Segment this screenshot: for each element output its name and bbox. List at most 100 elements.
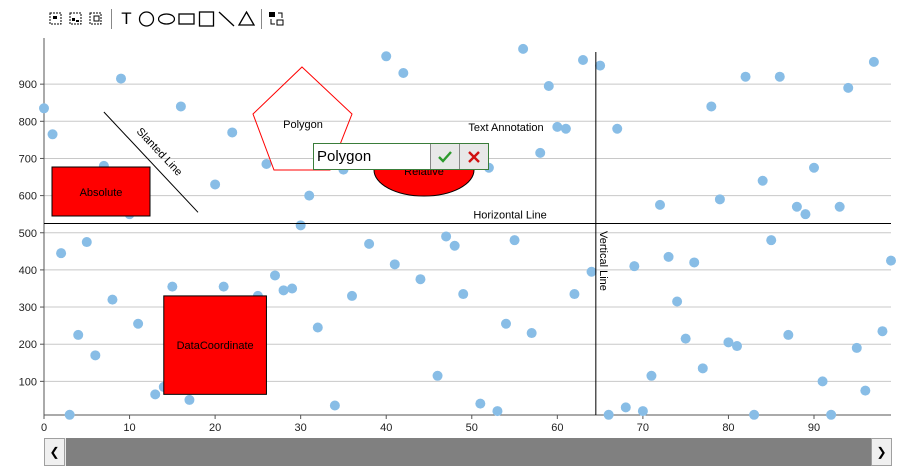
select-points-icon (69, 12, 82, 25)
scatter-point (800, 209, 811, 220)
horizontal-line-label: Horizontal Line (473, 209, 546, 221)
cancel-button[interactable] (459, 144, 488, 169)
scroll-thumb[interactable] (66, 438, 871, 466)
scatter-point (672, 296, 683, 307)
scatter-point (432, 370, 443, 381)
scatter-point (543, 81, 554, 92)
scatter-point (877, 326, 888, 337)
scatter-point (107, 294, 118, 305)
scatter-point (791, 201, 802, 212)
polygon-label: Polygon (283, 119, 323, 131)
chevron-left-icon: ❮ (49, 445, 60, 459)
horizontal-scrollbar[interactable]: ❮ ❯ (44, 438, 892, 466)
polygon-annotation (252, 66, 353, 171)
scatter-point (774, 71, 785, 82)
scatter-point (552, 121, 563, 132)
scatter-points (39, 43, 896, 420)
square-tool-icon (198, 11, 215, 27)
scatter-point (295, 220, 306, 231)
scatter-point (175, 101, 186, 112)
select-points-button[interactable] (68, 10, 85, 28)
scatter-point (56, 248, 67, 259)
scroll-right-button[interactable]: ❯ (871, 438, 892, 466)
scatter-point (655, 199, 665, 210)
text-tool-icon: T (121, 9, 132, 28)
scatter-point (868, 56, 879, 67)
y-tick-label: 200 (19, 339, 37, 351)
text-annotation: Text Annotation (468, 122, 543, 134)
x-tick-label: 20 (209, 422, 221, 434)
scatter-point (689, 257, 700, 268)
scatter-point (526, 328, 537, 339)
scatter-point (304, 190, 315, 201)
absolute-label: Absolute (80, 187, 123, 199)
scatter-point (133, 318, 144, 329)
scatter-point (612, 123, 623, 134)
zoom-box-icon (89, 12, 102, 25)
scatter-point (312, 322, 323, 333)
y-tick-label: 500 (19, 228, 37, 240)
scatter-point (218, 281, 229, 292)
scatter-point (886, 255, 896, 266)
scatter-point (509, 235, 520, 246)
scatter-point (560, 123, 571, 134)
reset-icon (269, 12, 284, 26)
scatter-point (81, 237, 92, 248)
scatter-point (381, 51, 392, 62)
text-tool-button[interactable]: T (118, 10, 135, 28)
reset-button[interactable] (268, 10, 285, 28)
accept-button[interactable] (430, 144, 459, 169)
scatter-point (364, 238, 375, 249)
x-tick-label: 50 (466, 422, 478, 434)
scatter-point (757, 175, 768, 186)
line-tool-button[interactable] (218, 10, 235, 28)
circle-tool-icon (138, 11, 155, 27)
scatter-point (706, 101, 717, 112)
zoom-box-button[interactable] (88, 10, 105, 28)
x-tick-label: 10 (123, 422, 135, 434)
x-tick-label: 60 (551, 422, 563, 434)
scatter-point (329, 400, 340, 411)
scatter-point (492, 406, 503, 417)
scatter-point (441, 231, 452, 242)
scatter-point (398, 68, 409, 79)
absolute-annotation (51, 166, 151, 217)
axes: 100 200 300 400 500 600 700 800 900 0 10 20 30 40 50 60… (19, 38, 891, 434)
scatter-point (732, 341, 742, 352)
triangle-tool-icon (238, 10, 255, 26)
y-tick-label: 900 (19, 79, 37, 91)
scatter-point (843, 82, 854, 93)
line-tool-icon (218, 11, 235, 27)
slanted-line-annotation (103, 111, 199, 213)
scatter-point (740, 71, 751, 82)
square-tool-button[interactable] (198, 10, 215, 28)
scatter-point (210, 179, 221, 190)
chevron-right-icon: ❯ (876, 445, 887, 459)
scatter-point (826, 409, 837, 420)
rectangle-tool-button[interactable] (178, 10, 195, 28)
x-tick-label: 30 (295, 422, 307, 434)
scatter-point (834, 201, 845, 212)
scatter-point (860, 385, 871, 396)
triangle-tool-button[interactable] (238, 10, 255, 28)
scatter-point (64, 409, 75, 420)
annotation-text-editor (313, 143, 489, 170)
ellipse-tool-button[interactable] (158, 10, 175, 28)
annotation-text-input[interactable] (314, 144, 430, 169)
scroll-left-button[interactable]: ❮ (44, 438, 65, 466)
scatter-point (663, 251, 674, 262)
circle-tool-button[interactable] (138, 10, 155, 28)
toolbar-separator (111, 9, 112, 29)
scatter-point (287, 283, 298, 294)
scatter-point (270, 270, 280, 281)
scatter-point (458, 289, 469, 300)
ellipse-tool-icon (158, 13, 175, 25)
y-tick-label: 100 (19, 376, 37, 388)
scatter-point (415, 274, 426, 285)
y-tick-label: 700 (19, 153, 37, 165)
select-button[interactable] (48, 10, 65, 28)
vertical-line-label: Vertical Line (597, 231, 609, 291)
x-tick-label: 90 (808, 422, 820, 434)
